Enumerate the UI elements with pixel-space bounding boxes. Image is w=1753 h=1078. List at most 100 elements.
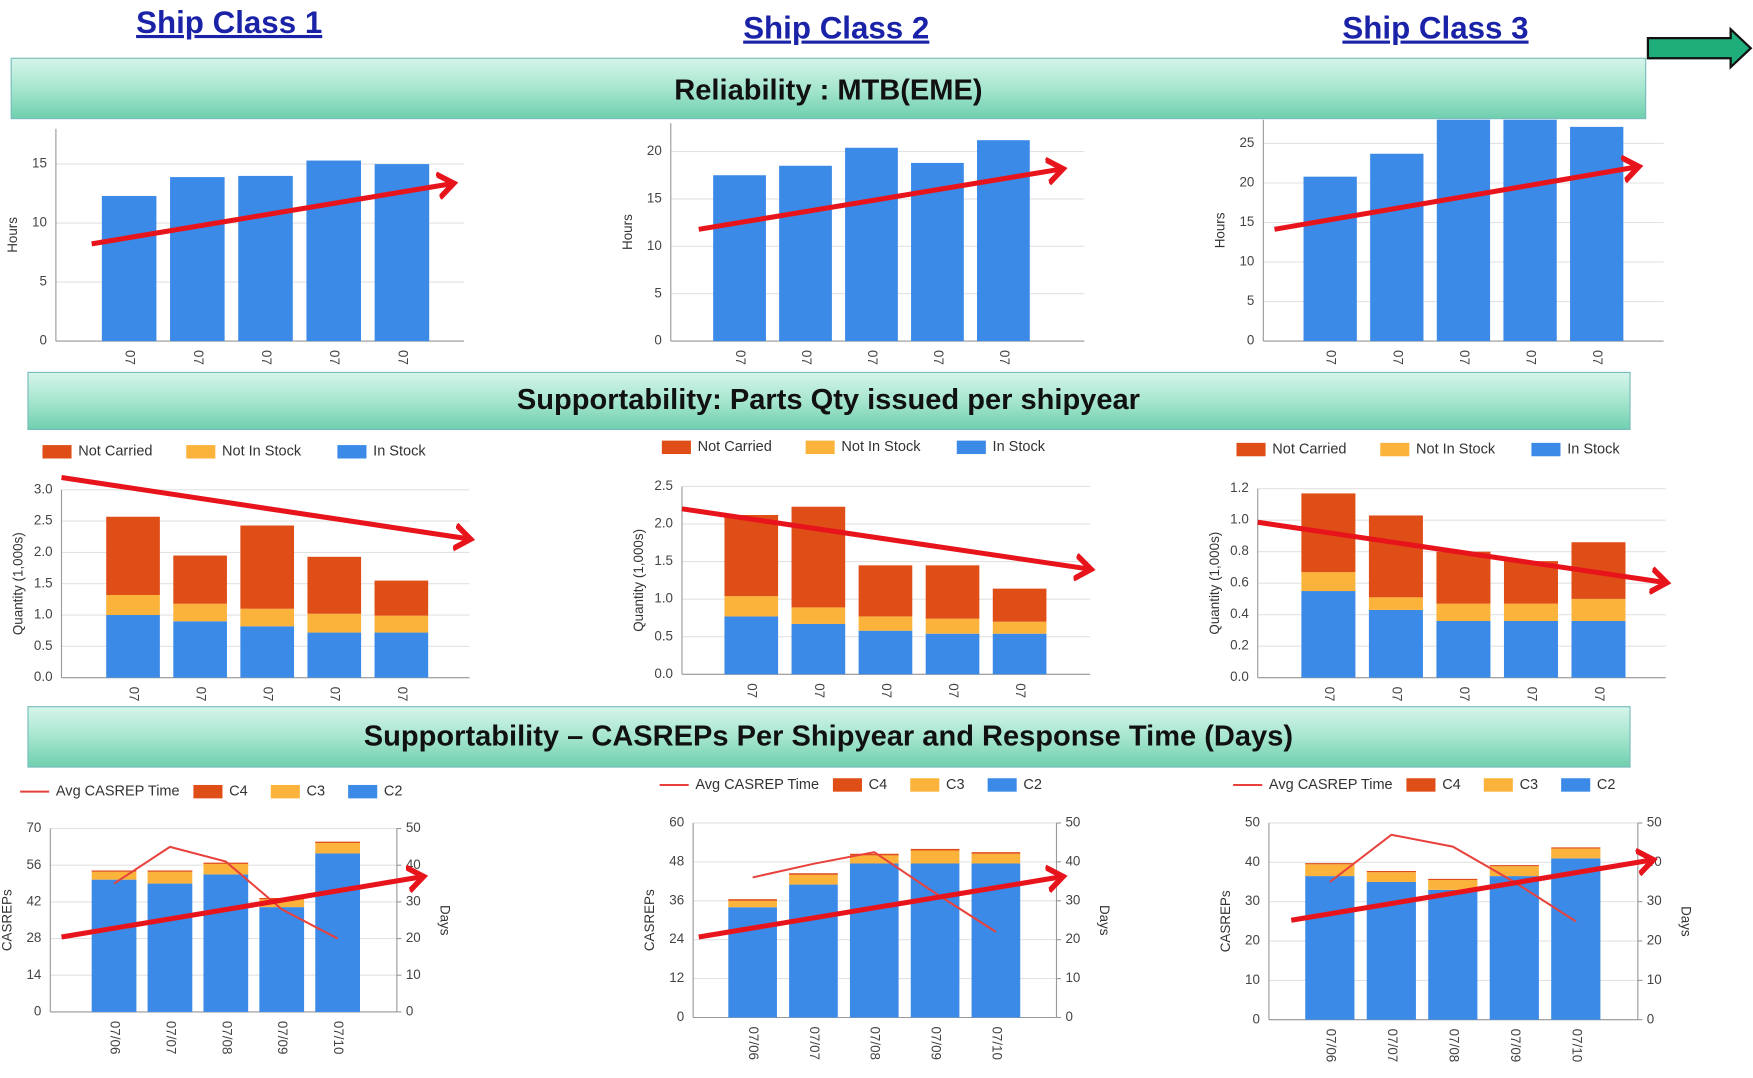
bar-segment xyxy=(1489,866,1539,877)
y-tick-label: 0.2 xyxy=(1230,638,1249,653)
legend-label: Not In Stock xyxy=(841,439,921,455)
y-tick-label: 5 xyxy=(654,285,661,300)
legend-swatch xyxy=(661,440,691,455)
y-tick-label: 0 xyxy=(39,333,46,348)
bar-segment xyxy=(240,525,295,609)
y-tick-label: 1.0 xyxy=(654,591,673,606)
bar-segment xyxy=(315,841,360,843)
y-tick-label: 56 xyxy=(26,857,41,872)
bar-segment xyxy=(858,616,913,631)
bar-segment xyxy=(724,616,779,675)
bar-segment xyxy=(728,900,777,908)
column-title: Ship Class 1 xyxy=(136,5,322,40)
bar-segment xyxy=(173,621,227,678)
legend-label: C2 xyxy=(1597,777,1616,793)
bar-segment xyxy=(1503,603,1558,621)
bar-segment xyxy=(1436,603,1491,621)
bar-segment xyxy=(307,632,362,678)
y-tick-label: 20 xyxy=(1239,175,1254,190)
x-tick-label: 07 xyxy=(1322,687,1337,702)
section-banner xyxy=(27,706,1631,768)
bar-segment xyxy=(173,555,227,604)
bar-segment xyxy=(1571,598,1626,621)
bar-segment xyxy=(1366,872,1416,882)
x-tick-label: 07 xyxy=(865,350,880,365)
y2-tick-label: 50 xyxy=(1065,815,1080,830)
legend-label: Avg CASREP Time xyxy=(1269,777,1393,793)
y2-tick-label: 50 xyxy=(406,820,421,835)
bar-segment xyxy=(1551,847,1601,849)
line-series xyxy=(1329,833,1577,923)
x-tick-label: 07 xyxy=(1592,687,1607,702)
section-title: Supportability: Parts Qty issued per shi… xyxy=(517,384,1140,416)
line-series xyxy=(752,851,997,933)
x-tick-label: 07 xyxy=(191,350,206,365)
x-tick-label: 07 xyxy=(194,687,209,702)
x-tick-label: 07 xyxy=(1389,687,1404,702)
x-tick-label: 07 xyxy=(123,350,138,365)
bar-segment xyxy=(791,506,846,608)
legend-label: Not In Stock xyxy=(222,444,302,460)
y-tick-label: 15 xyxy=(647,190,662,205)
legend-swatch xyxy=(1531,442,1561,457)
y-tick-label: 70 xyxy=(26,820,41,835)
y-tick-label: 0 xyxy=(34,1003,41,1018)
trend-arrow xyxy=(1257,519,1666,582)
x-tick-label: 07 xyxy=(733,350,748,365)
bar xyxy=(845,147,898,342)
bar-segment xyxy=(910,850,960,864)
bar-segment xyxy=(1305,863,1355,865)
bar-segment xyxy=(992,621,1047,634)
bar-segment xyxy=(240,626,295,678)
y-tick-label: 1.0 xyxy=(1230,512,1249,527)
y-tick-label: 24 xyxy=(669,931,684,946)
legend-swatch xyxy=(1483,778,1513,792)
x-tick-label: 07/07 xyxy=(163,1021,178,1055)
y-tick-label: 20 xyxy=(647,143,662,158)
legend-swatch xyxy=(186,445,216,459)
y-tick-label: 42 xyxy=(26,893,41,908)
bar-segment xyxy=(147,871,193,884)
section-title: Supportability – CASREPs Per Shipyear an… xyxy=(364,721,1293,753)
y2-tick-label: 0 xyxy=(1065,1009,1072,1024)
y-tick-label: 2.0 xyxy=(34,544,53,559)
legend-swatch xyxy=(1236,442,1266,457)
bar-segment xyxy=(789,873,838,875)
legend-label: Not Carried xyxy=(1272,441,1346,457)
y-tick-label: 25 xyxy=(1239,135,1254,150)
y-tick-label: 15 xyxy=(32,156,47,171)
bar-segment xyxy=(1428,889,1478,1020)
y-tick-label: 5 xyxy=(39,274,46,289)
x-tick-label: 07/10 xyxy=(989,1026,1004,1060)
legend-swatch xyxy=(832,778,862,792)
y-tick-label: 0 xyxy=(1247,333,1254,348)
y-tick-label: 1.5 xyxy=(654,553,673,568)
y-tick-label: 20 xyxy=(1245,933,1260,948)
bar-segment xyxy=(789,884,838,1018)
y-tick-label: 0.5 xyxy=(654,628,673,643)
x-tick-label: 07 xyxy=(1590,350,1605,365)
bar-segment xyxy=(173,603,227,622)
bar-segment xyxy=(971,852,1021,854)
y2-tick-label: 50 xyxy=(1647,815,1662,830)
bar xyxy=(1303,176,1357,342)
bar-segment xyxy=(724,515,779,597)
bar-segment xyxy=(1571,620,1626,678)
bar-segment xyxy=(849,855,899,864)
y-tick-label: 0.0 xyxy=(34,669,53,684)
x-tick-label: 07/09 xyxy=(929,1026,944,1060)
y-tick-label: 0.0 xyxy=(1230,669,1249,684)
x-tick-label: 07 xyxy=(261,687,276,702)
x-tick-label: 07 xyxy=(879,683,894,698)
x-tick-label: 07/06 xyxy=(1323,1029,1338,1063)
x-tick-label: 07 xyxy=(1524,350,1539,365)
y2-tick-label: 30 xyxy=(1647,893,1662,908)
x-tick-label: 07/06 xyxy=(746,1026,761,1060)
bar xyxy=(1570,126,1624,342)
bar xyxy=(170,177,225,342)
y2-tick-label: 20 xyxy=(1647,933,1662,948)
x-tick-label: 07/07 xyxy=(807,1026,822,1060)
legend-label: Not Carried xyxy=(78,444,152,460)
bar-segment xyxy=(1503,620,1558,678)
